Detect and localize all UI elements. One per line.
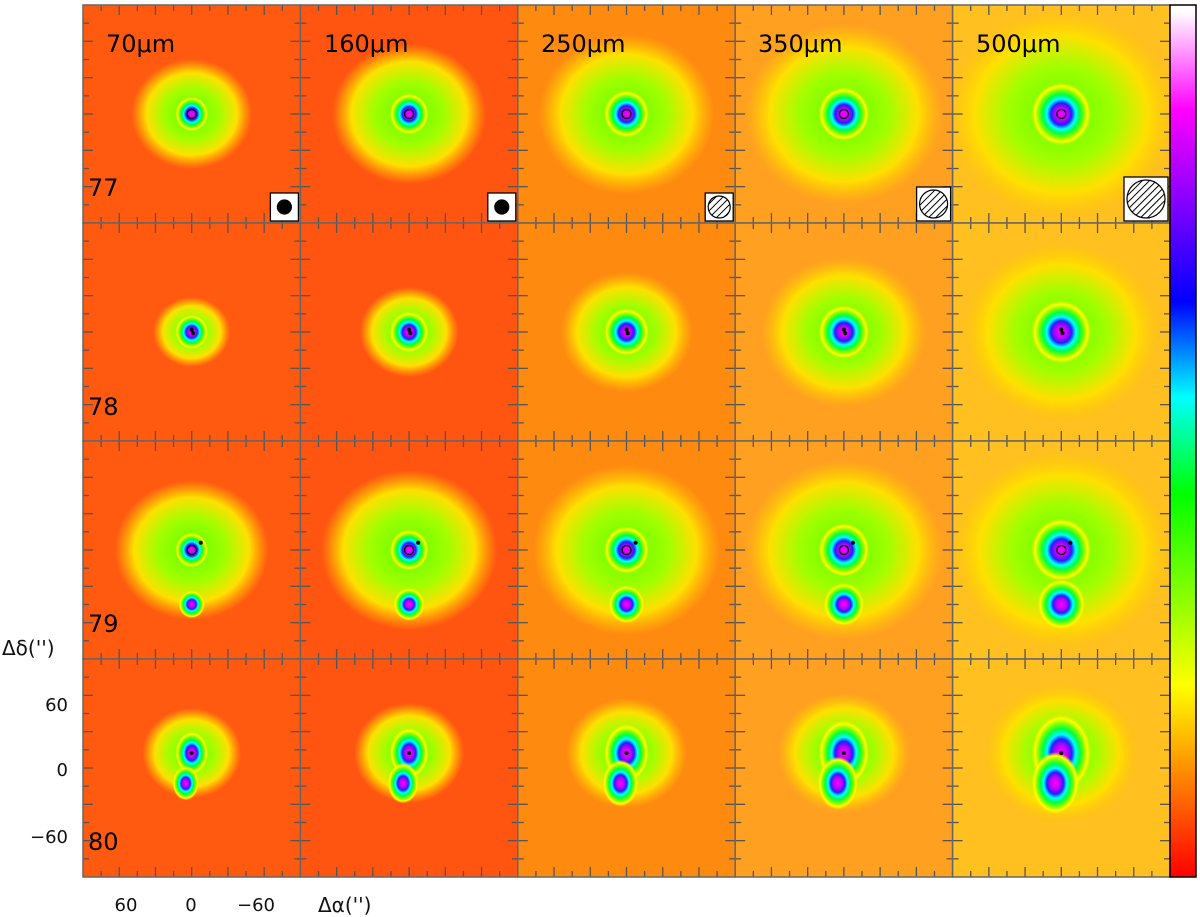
emission-peak [175, 532, 209, 568]
panels-layer [82, 4, 1171, 878]
map-panel [299, 440, 519, 660]
wavelength-label: 70μm [106, 30, 175, 58]
source-dot-marker [1060, 331, 1065, 336]
beam-size-marker [915, 186, 952, 222]
source-position-marker [186, 108, 197, 120]
map-panel [299, 4, 519, 224]
map-panel [517, 440, 736, 660]
source-id-label: 80 [88, 828, 119, 856]
map-panel [951, 222, 1171, 442]
source-position-marker [1056, 108, 1067, 120]
emission-peak [175, 96, 209, 132]
y-tick-label: 0 [57, 760, 68, 781]
map-panel [82, 440, 302, 660]
map-panel [517, 658, 736, 878]
emission-peak [1031, 82, 1092, 146]
source-dot-marker [189, 751, 194, 755]
source-dot-marker [1059, 751, 1064, 755]
beam-size-marker [487, 192, 517, 222]
emission-peak [389, 529, 429, 571]
wavelength-label: 500μm [976, 30, 1060, 58]
map-panel [82, 222, 302, 442]
map-panel [82, 658, 302, 878]
y-axis-label: Δδ('') [2, 636, 55, 660]
emission-peak [818, 523, 870, 577]
x-tick-label: −60 [237, 895, 275, 916]
emission-peak [1031, 751, 1080, 815]
source-id-label: 78 [88, 393, 119, 421]
emission-peak [178, 590, 205, 619]
emission-peak [608, 585, 645, 624]
map-panel [517, 4, 736, 224]
wavelength-label: 160μm [324, 30, 408, 58]
beam-size-marker [1123, 176, 1169, 222]
source-position-marker [403, 108, 415, 120]
map-panel [299, 222, 519, 442]
source-dot-marker [407, 751, 412, 755]
emission-peak [818, 87, 870, 141]
source-dot-marker [841, 751, 846, 755]
source-dot-marker [408, 331, 413, 336]
wavelength-label: 350μm [758, 30, 842, 58]
y-tick-label: 60 [45, 695, 68, 716]
source-position-marker [621, 544, 632, 556]
emission-peak [393, 587, 425, 621]
source-dot-marker [850, 540, 855, 545]
source-dot-marker [407, 327, 412, 332]
map-panel [734, 658, 954, 878]
emission-peak [1037, 579, 1086, 630]
emission-peak [1031, 518, 1092, 582]
map-panel [734, 440, 954, 660]
map-panel [299, 658, 519, 878]
source-dot-marker [190, 331, 195, 336]
x-tick-label: 0 [185, 895, 196, 916]
source-dot-marker [189, 327, 194, 332]
source-position-marker [1056, 544, 1067, 556]
emission-peak [817, 756, 859, 810]
emission-peak [604, 526, 649, 574]
x-axis-label: Δα('') [318, 893, 371, 917]
source-dot-marker [625, 331, 630, 336]
beam-size-marker [269, 192, 300, 222]
source-position-marker [838, 544, 850, 556]
map-panel [951, 658, 1171, 878]
source-dot-marker [198, 540, 203, 545]
source-dot-marker [1068, 540, 1073, 545]
emission-peak [602, 759, 639, 807]
source-position-marker [838, 108, 850, 120]
beam-size-marker [704, 192, 734, 222]
source-dot-marker [416, 540, 421, 545]
source-position-marker [186, 544, 197, 556]
source-id-label: 79 [88, 610, 119, 638]
emission-peak [823, 582, 865, 626]
wavelength-label: 250μm [541, 30, 625, 58]
emission-peak [387, 762, 419, 804]
overlay-layer [269, 176, 1169, 222]
emission-peak [389, 93, 429, 135]
source-dot-marker [624, 751, 629, 755]
map-panel [517, 222, 736, 442]
source-dot-marker [624, 327, 629, 332]
source-dot-marker [1059, 327, 1064, 332]
emission-peak [172, 766, 199, 801]
map-panel [951, 440, 1171, 660]
colorbar [1169, 4, 1197, 878]
source-dot-marker [841, 327, 846, 332]
source-position-marker [403, 544, 415, 556]
x-tick-label: 60 [115, 895, 138, 916]
emission-peak [604, 90, 649, 138]
source-dot-marker [633, 540, 638, 545]
map-panel [82, 4, 302, 224]
map-panel [734, 222, 954, 442]
source-position-marker [621, 108, 632, 120]
source-dot-marker [843, 331, 848, 336]
source-id-label: 77 [88, 174, 119, 202]
y-tick-label: −60 [30, 827, 68, 848]
